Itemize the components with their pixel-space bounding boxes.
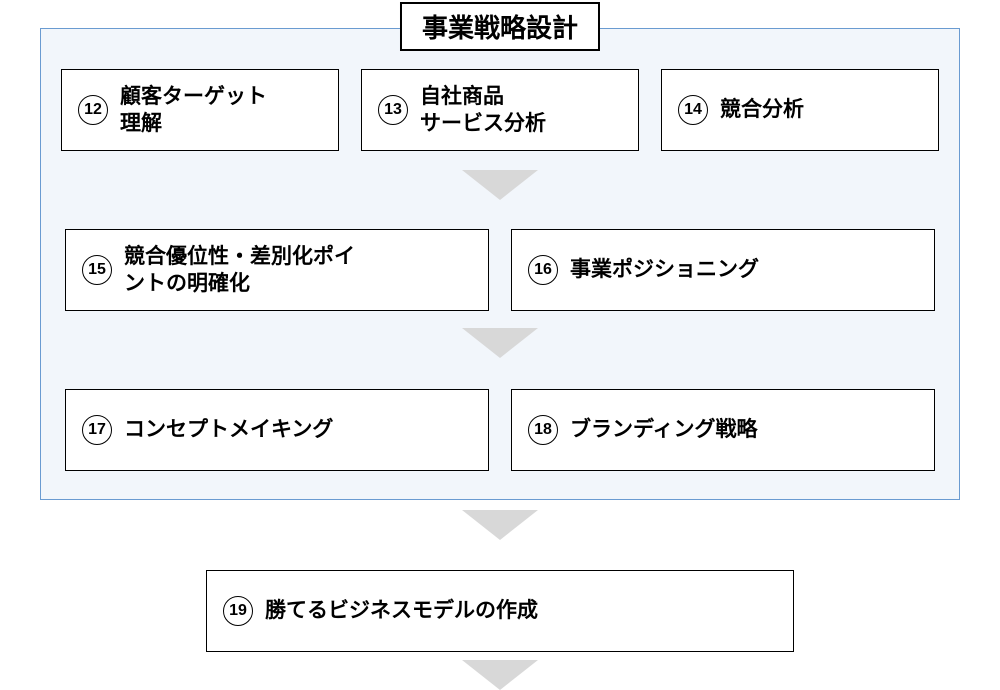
diagram-title: 事業戦略設計	[400, 2, 600, 51]
box-label: 顧客ターゲット理解	[120, 83, 267, 138]
box-number: 16	[528, 255, 558, 285]
down-arrow-icon	[462, 328, 538, 358]
box-number: 18	[528, 415, 558, 445]
box-label: 自社商品サービス分析	[420, 83, 546, 138]
box-label: 勝てるビジネスモデルの作成	[265, 597, 538, 624]
box-12: 12 顧客ターゲット理解	[61, 69, 339, 151]
box-number: 13	[378, 95, 408, 125]
box-18: 18 ブランディング戦略	[511, 389, 935, 471]
box-19: 19 勝てるビジネスモデルの作成	[206, 570, 794, 652]
outer-container: 12 顧客ターゲット理解 13 自社商品サービス分析 14 競合分析 15 競合…	[40, 28, 960, 500]
box-number: 12	[78, 95, 108, 125]
row-3: 17 コンセプトメイキング 18 ブランディング戦略	[41, 389, 959, 471]
down-arrow-icon	[462, 510, 538, 540]
box-15: 15 競合優位性・差別化ポイントの明確化	[65, 229, 489, 311]
row-1: 12 顧客ターゲット理解 13 自社商品サービス分析 14 競合分析	[41, 69, 959, 151]
box-17: 17 コンセプトメイキング	[65, 389, 489, 471]
box-label: ブランディング戦略	[570, 416, 758, 443]
box-label: 事業ポジショニング	[570, 256, 759, 283]
box-14: 14 競合分析	[661, 69, 939, 151]
row-4: 19 勝てるビジネスモデルの作成	[0, 570, 1000, 652]
box-16: 16 事業ポジショニング	[511, 229, 935, 311]
box-number: 15	[82, 255, 112, 285]
box-number: 17	[82, 415, 112, 445]
box-number: 19	[223, 596, 253, 626]
box-label: 競合分析	[720, 96, 804, 123]
box-13: 13 自社商品サービス分析	[361, 69, 639, 151]
box-label: コンセプトメイキング	[124, 416, 333, 443]
down-arrow-icon	[462, 660, 538, 690]
row-2: 15 競合優位性・差別化ポイントの明確化 16 事業ポジショニング	[41, 229, 959, 311]
box-label: 競合優位性・差別化ポイントの明確化	[124, 243, 355, 298]
down-arrow-icon	[462, 170, 538, 200]
box-number: 14	[678, 95, 708, 125]
